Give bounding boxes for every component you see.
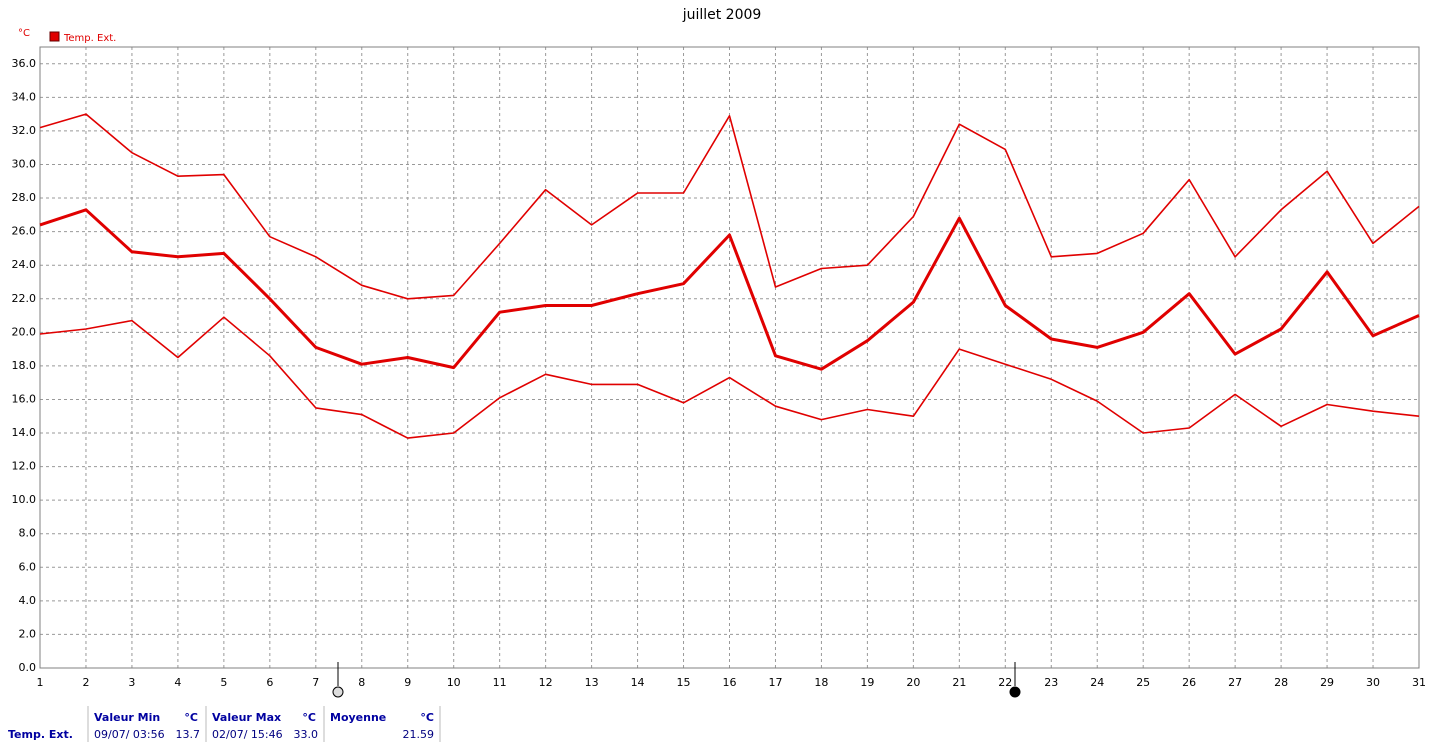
y-tick-label: 24.0: [12, 258, 37, 271]
plot: [39, 113, 1420, 439]
y-unit: °C: [18, 28, 30, 39]
y-tick-label: 16.0: [12, 392, 37, 405]
x-tick-label: 18: [814, 676, 828, 689]
row-label: Temp. Ext.: [8, 728, 73, 741]
y-tick-label: 2.0: [19, 627, 37, 640]
series-line: [39, 316, 1420, 439]
y-tick-label: 4.0: [19, 594, 37, 607]
x-tick-label: 21: [952, 676, 966, 689]
y-tick-label: 22.0: [12, 292, 37, 305]
header: Valeur Max: [212, 711, 281, 724]
y-tick-label: 18.0: [12, 359, 37, 372]
x-tick-label: 23: [1044, 676, 1058, 689]
y-tick-label: 32.0: [12, 124, 37, 137]
series-line: [39, 113, 1420, 300]
x-tick-label: 27: [1228, 676, 1242, 689]
x-tick-label: 1: [37, 676, 44, 689]
unit: °C: [302, 711, 316, 724]
x-tick-label: 3: [128, 676, 135, 689]
x-tick-label: 9: [404, 676, 411, 689]
x-tick-label: 2: [82, 676, 89, 689]
y-tick-label: 34.0: [12, 90, 37, 103]
cursor-handle: [1009, 686, 1021, 698]
value: 33.0: [294, 728, 319, 741]
y-tick-label: 26.0: [12, 225, 37, 238]
y-tick-label: 20.0: [12, 325, 37, 338]
date: 09/07/ 03:56: [94, 728, 165, 741]
y-tick-label: 14.0: [12, 426, 37, 439]
x-tick-label: 17: [768, 676, 782, 689]
header: Valeur Min: [94, 711, 160, 724]
legend-label: Temp. Ext.: [63, 33, 116, 44]
x-tick-label: 11: [493, 676, 507, 689]
cursor-handle: [332, 686, 344, 698]
unit: °C: [184, 711, 198, 724]
x-tick-label: 6: [266, 676, 273, 689]
unit: °C: [420, 711, 434, 724]
x-tick-label: 30: [1366, 676, 1380, 689]
x-tick-label: 24: [1090, 676, 1104, 689]
x-tick-label: 8: [358, 676, 365, 689]
x-tick-label: 20: [906, 676, 920, 689]
legend-swatch: [49, 31, 60, 42]
x-tick-label: 4: [174, 676, 181, 689]
chart-title: juillet 2009: [682, 7, 762, 23]
value: 13.7: [176, 728, 201, 741]
y-tick-label: 8.0: [19, 527, 37, 540]
x-tick-label: 19: [860, 676, 874, 689]
x-tick-label: 22: [998, 676, 1012, 689]
plot-frame: [39, 46, 1420, 669]
x-tick-label: 12: [539, 676, 553, 689]
date: 02/07/ 15:46: [212, 728, 283, 741]
y-tick-label: 36.0: [12, 57, 37, 70]
x-tick-label: 14: [631, 676, 645, 689]
header: Moyenne: [330, 711, 386, 724]
x-tick-label: 26: [1182, 676, 1196, 689]
x-tick-label: 5: [220, 676, 227, 689]
y-tick-label: 6.0: [19, 560, 37, 573]
x-tick-label: 15: [677, 676, 691, 689]
summary-table: Temp. Ext. Valeur Min °C 09/07/ 03:56 13…: [8, 706, 441, 742]
x-tick-label: 13: [585, 676, 599, 689]
grid: [39, 47, 1420, 669]
x-tick-label: 16: [723, 676, 737, 689]
y-tick-label: 12.0: [12, 460, 37, 473]
series-line: [39, 208, 1420, 371]
y-tick-label: 10.0: [12, 493, 37, 506]
x-tick-label: 10: [447, 676, 461, 689]
x-tick-label: 31: [1412, 676, 1426, 689]
x-tick-label: 28: [1274, 676, 1288, 689]
x-tick-label: 25: [1136, 676, 1150, 689]
y-tick-label: 30.0: [12, 157, 37, 170]
x-tick-label: 7: [312, 676, 319, 689]
y-tick-label: 0.0: [19, 661, 37, 674]
y-tick-label: 28.0: [12, 191, 37, 204]
x-tick-label: 29: [1320, 676, 1334, 689]
value: 21.59: [403, 728, 435, 741]
